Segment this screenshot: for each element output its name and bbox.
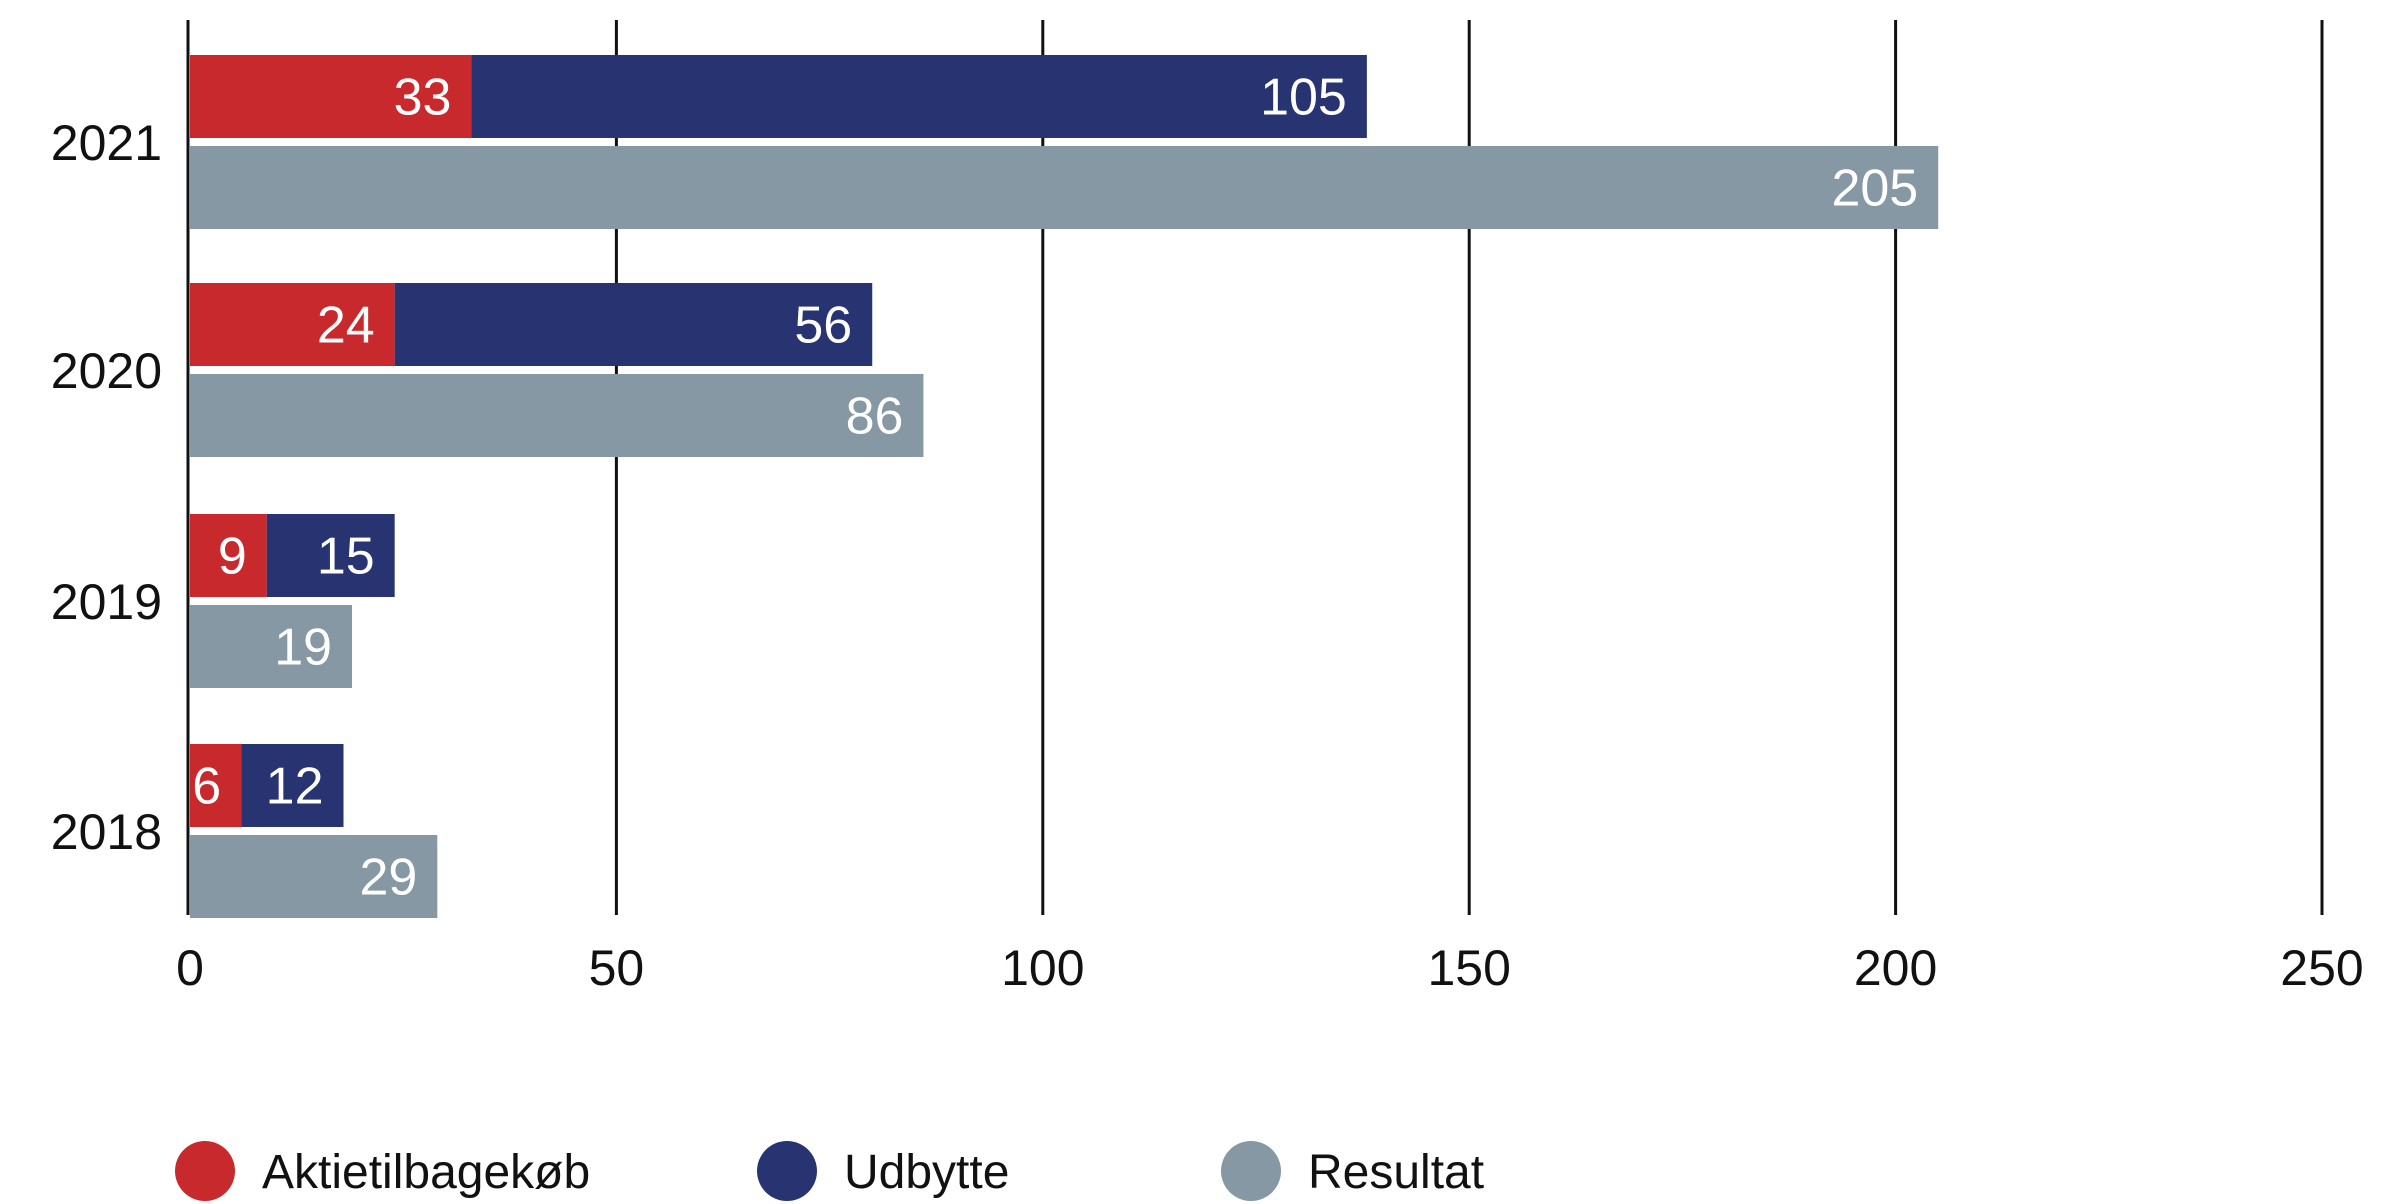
data-label-2021-Resultat: 205: [1831, 160, 1918, 218]
bar-2019-Resultat: [190, 605, 353, 688]
legend-label-Udbytte: Udbytte: [844, 1146, 1009, 1199]
bar-2018-Resultat: [190, 835, 438, 918]
legend: Aktietilbagekøb Udbytte Resultat: [175, 1141, 1484, 1201]
bar-2020-Udbytte: [394, 283, 873, 366]
data-label-2018-Udbytte: 12: [266, 758, 324, 816]
bar-2020-Resultat: [190, 374, 924, 457]
data-label-2019-Aktietilbagekøb: 9: [218, 528, 247, 586]
bar-2018-Aktietilbagekøb: [190, 744, 242, 827]
bar-2020-Aktietilbagekøb: [190, 283, 395, 366]
x-tick-label-200: 200: [1854, 940, 1937, 996]
legend-marker-Aktietilbagekøb: [175, 1141, 235, 1201]
y-category-label-2020: 2020: [51, 343, 162, 399]
bar-2019-Aktietilbagekøb: [190, 514, 267, 597]
y-category-label-2019: 2019: [51, 574, 162, 630]
legend-marker-Resultat: [1221, 1141, 1281, 1201]
bar-2018-Udbytte: [241, 744, 344, 827]
legend-marker-Udbytte: [757, 1141, 817, 1201]
legend-label-Resultat: Resultat: [1308, 1146, 1484, 1199]
bar-2019-Udbytte: [266, 514, 395, 597]
x-tick-label-50: 50: [589, 940, 645, 996]
legend-label-Aktietilbagekøb: Aktietilbagekøb: [262, 1146, 590, 1199]
data-label-2018-Aktietilbagekøb: 6: [192, 758, 221, 816]
data-label-2020-Resultat: 86: [846, 388, 904, 446]
y-category-label-2018: 2018: [51, 804, 162, 860]
bar-2021-Resultat: [190, 146, 1939, 229]
y-category-label-2021: 2021: [51, 115, 162, 171]
data-label-2021-Udbytte: 105: [1260, 69, 1347, 127]
data-label-2020-Udbytte: 56: [794, 297, 852, 355]
data-label-2020-Aktietilbagekøb: 24: [317, 297, 375, 355]
data-label-2018-Resultat: 29: [359, 849, 417, 907]
data-label-2019-Udbytte: 15: [317, 528, 375, 586]
axes: 0 50 100 150 200 250 2021 2020 2019 2018: [51, 20, 2364, 996]
x-tick-label-100: 100: [1001, 940, 1084, 996]
x-tick-label-150: 150: [1427, 940, 1510, 996]
x-tick-label-0: 0: [176, 940, 204, 996]
x-tick-label-250: 250: [2280, 940, 2363, 996]
data-label-2021-Aktietilbagekøb: 33: [394, 69, 452, 127]
bar-2021-Udbytte: [471, 55, 1367, 138]
data-label-2019-Resultat: 19: [274, 619, 332, 677]
bar-2021-Aktietilbagekøb: [190, 55, 472, 138]
bars: 33 105 205 24 56 86 9 15 19 6 12 29: [190, 55, 1939, 918]
